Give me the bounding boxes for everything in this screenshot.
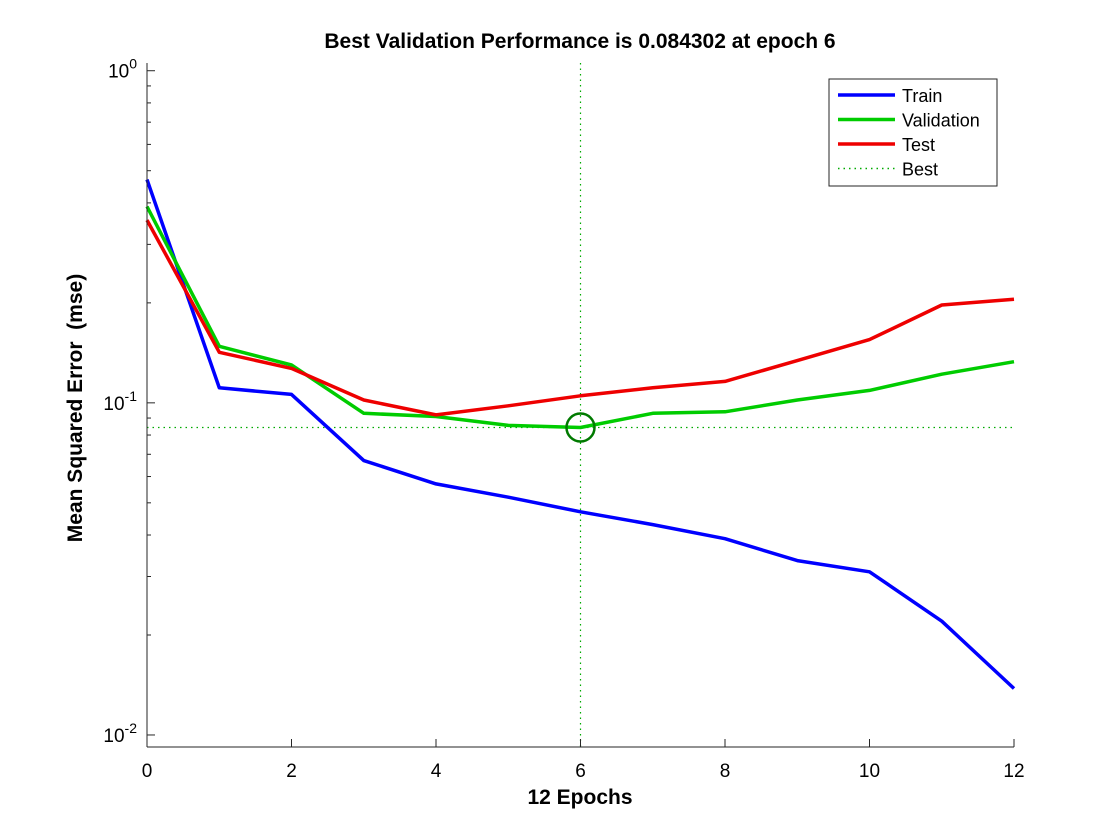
legend: Train Validation Test Best	[828, 78, 998, 187]
series-lines	[145, 179, 1016, 690]
x-tick-label: 2	[286, 761, 297, 782]
x-tick-label: 12	[1003, 761, 1024, 782]
series-line-train	[145, 179, 1016, 690]
x-tick-label: 0	[142, 761, 153, 782]
y-tick-label: 10-2	[103, 720, 137, 747]
best-marker	[565, 412, 596, 443]
legend-label-best: Best	[902, 160, 938, 180]
legend-label-test: Test	[902, 135, 935, 155]
series-line-test	[145, 219, 1015, 417]
series-line-validation	[145, 205, 1015, 430]
legend-label-train: Train	[902, 86, 942, 106]
legend-entry-validation: Validation	[838, 111, 980, 131]
legend-label-validation: Validation	[902, 111, 980, 131]
chart-title: Best Validation Performance is 0.084302 …	[324, 30, 836, 53]
axes	[146, 63, 1015, 748]
legend-entry-test: Test	[838, 135, 935, 155]
y-tick-label: 10-1	[103, 388, 137, 415]
y-tick-label: 100	[108, 56, 137, 83]
x-tick-label: 6	[575, 761, 586, 782]
x-tick-label: 8	[720, 761, 731, 782]
best-marker-circle	[565, 412, 596, 443]
tick-labels: 0 2 4 6 8 10 12 100 10-1 10-2	[103, 56, 1024, 782]
legend-entry-best: Best	[838, 160, 938, 180]
x-tick-label: 10	[859, 761, 880, 782]
y-axis-label: Mean Squared Error (mse)	[64, 273, 87, 543]
legend-entry-train: Train	[838, 86, 942, 106]
x-axis-label: 12 Epochs	[527, 786, 633, 809]
best-reference-lines	[147, 63, 1014, 747]
x-tick-label: 4	[431, 761, 442, 782]
legend-box	[828, 78, 998, 187]
